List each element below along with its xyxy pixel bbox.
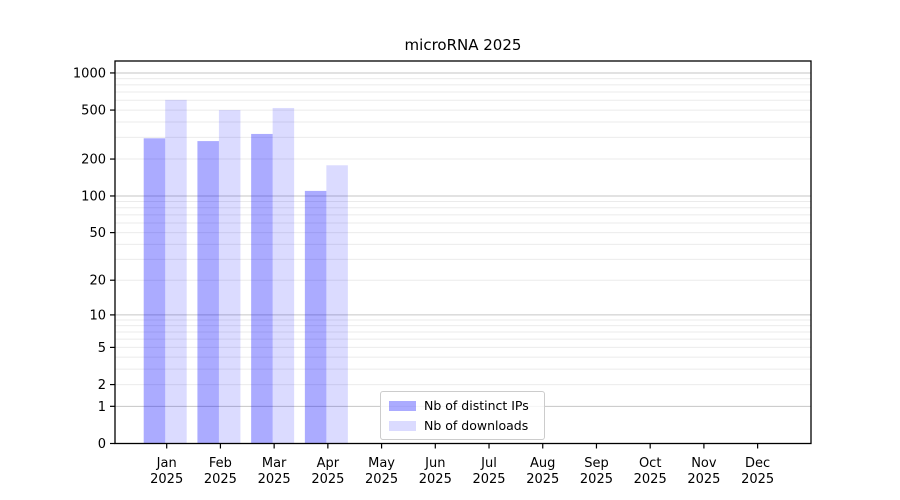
x-tick-label-month: Jun [424, 456, 445, 471]
bar-nb-of-distinct-ips-apr [304, 190, 327, 444]
y-tick-label: 200 [81, 153, 106, 168]
x-tick-label-year: 2025 [634, 472, 667, 487]
x-tick-label-month: Mar [262, 456, 287, 471]
legend-swatch-downloads [389, 420, 416, 431]
x-tick-label-year: 2025 [526, 472, 559, 487]
x-tick-label-year: 2025 [687, 472, 720, 487]
bar-nb-of-downloads-mar [272, 107, 295, 444]
x-tick-label-year: 2025 [311, 472, 344, 487]
bar-nb-of-downloads-jan [165, 99, 187, 444]
bar-nb-of-distinct-ips-jan [143, 138, 166, 444]
y-tick-label: 500 [81, 104, 106, 119]
x-tick-label-year: 2025 [741, 472, 774, 487]
x-tick-label-month: Jan [156, 456, 177, 471]
y-tick-label: 50 [89, 226, 106, 241]
bar-nb-of-downloads-apr [326, 165, 348, 444]
x-tick-label-year: 2025 [580, 472, 613, 487]
bar-nb-of-downloads-feb [218, 110, 241, 444]
y-tick-label: 1000 [73, 66, 106, 81]
y-tick-label: 20 [89, 274, 106, 289]
y-tick-label: 2 [98, 378, 106, 393]
x-tick-label-month: Dec [745, 456, 770, 471]
x-tick-label-month: Aug [530, 456, 555, 471]
chart-title: microRNA 2025 [404, 36, 522, 54]
plot-border [114, 60, 812, 445]
x-tick-label-year: 2025 [258, 472, 291, 487]
x-tick-label-month: Apr [317, 456, 340, 471]
x-tick-label-year: 2025 [419, 472, 452, 487]
x-tick-label-month: Jul [480, 456, 497, 471]
x-tick-label-year: 2025 [472, 472, 505, 487]
y-tick-label: 10 [89, 308, 106, 323]
legend-swatch-distinct-ips [389, 400, 416, 411]
x-tick-label-month: Feb [209, 456, 232, 471]
x-tick-label-year: 2025 [365, 472, 398, 487]
x-tick-label-year: 2025 [204, 472, 237, 487]
y-tick-label: 5 [98, 341, 106, 356]
y-tick-label: 100 [81, 189, 106, 204]
legend-label-distinct-ips: Nb of distinct IPs [424, 398, 529, 413]
legend-item-distinct-ips: Nb of distinct IPs [389, 398, 536, 413]
x-tick-label-month: Nov [691, 456, 717, 471]
legend-item-downloads: Nb of downloads [389, 418, 536, 433]
legend: Nb of distinct IPs Nb of downloads [380, 391, 545, 440]
bar-nb-of-distinct-ips-mar [251, 133, 273, 444]
x-tick-label-month: May [368, 456, 395, 471]
legend-label-downloads: Nb of downloads [424, 418, 529, 433]
bar-nb-of-distinct-ips-feb [197, 141, 219, 444]
y-tick-label: 0 [98, 437, 106, 452]
y-tick-label: 1 [98, 400, 106, 415]
x-tick-label-month: Oct [639, 456, 661, 471]
x-tick-label-year: 2025 [150, 472, 183, 487]
x-tick-label-month: Sep [584, 456, 609, 471]
